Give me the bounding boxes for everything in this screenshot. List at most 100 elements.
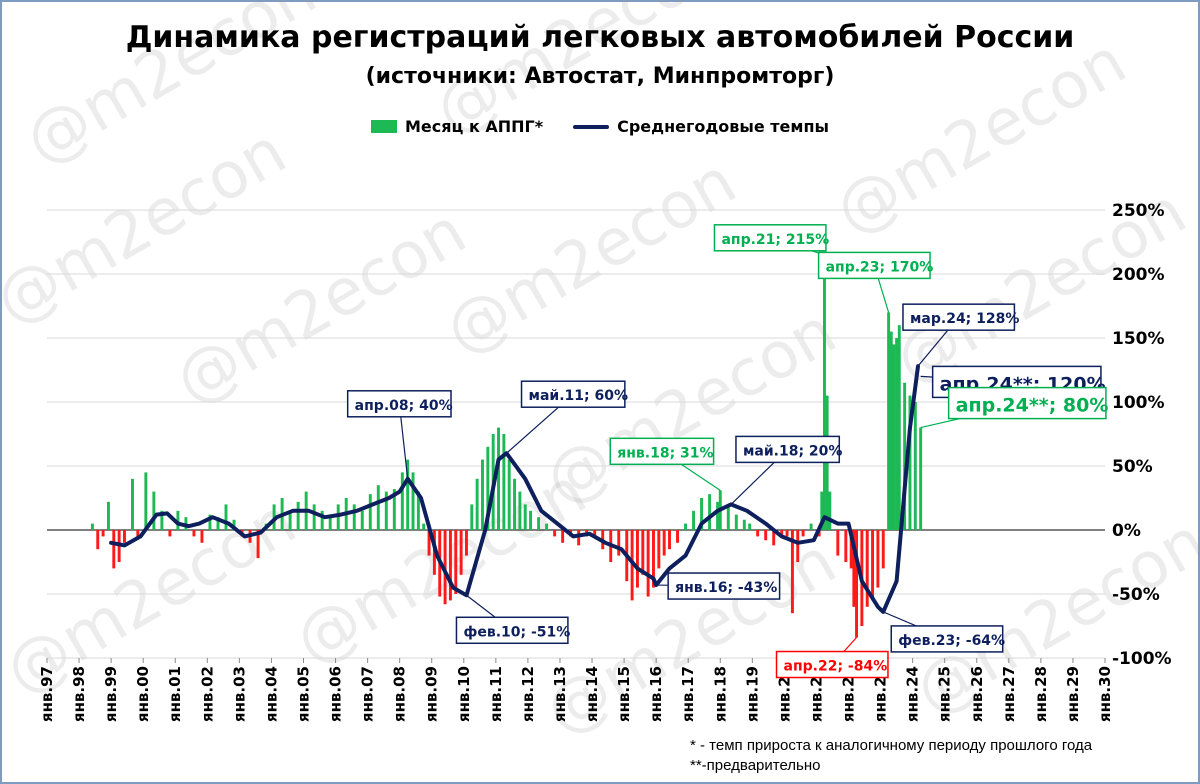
bar [168,530,172,537]
bar [908,395,912,530]
bar [844,530,848,562]
bar [192,530,196,537]
x-tick-label: янв.12 [519,666,537,722]
bar [518,491,522,530]
bar [507,459,511,530]
bar [828,491,832,530]
bar [112,530,116,569]
bar [481,459,484,530]
x-tick-label: янв.98 [70,666,88,722]
annotation-box [775,650,889,679]
legend-item-line: Среднегодовые темпы [573,117,829,136]
bar [523,504,527,530]
annotation-label: май.18; 20% [743,443,842,459]
x-tick-label: янв.21 [807,666,825,722]
bar [785,530,789,537]
bar [176,510,180,530]
bar [296,501,300,530]
bar [427,530,431,556]
bar [376,485,380,530]
x-tick-label: янв.15 [615,666,633,722]
annotation-label: апр.24**; 80% [956,395,1109,417]
bar [652,530,655,588]
bar [684,523,688,530]
bar [384,491,388,530]
bar [101,530,105,537]
x-tick-label: янв.26 [968,666,986,722]
x-tick-label: янв.00 [134,666,152,722]
bar [668,530,671,550]
bar [545,523,549,530]
bar [889,331,893,530]
x-tick-label: янв.22 [840,666,858,722]
annotation-box [902,303,1016,331]
bar [700,498,704,530]
bar [502,434,506,530]
legend-swatch-line [573,124,610,129]
x-tick-label: янв.28 [1032,666,1050,722]
annotation-box [520,380,626,408]
x-tick-label: янв.97 [38,666,56,722]
bar [561,530,565,543]
bar [881,530,885,569]
bar [855,530,858,638]
bar [200,530,204,543]
bar [796,530,800,562]
bar [865,530,869,607]
legend-item-bars: Месяц к АППГ* [370,117,544,136]
bar [809,523,813,530]
bar [123,530,126,543]
annotation-box [609,437,715,466]
annotation-label: мар.24; 128% [910,311,1019,327]
bar [224,504,228,530]
bar [790,530,794,614]
x-tick-label: янв.24 [904,666,922,722]
annotation-label: апр.23; 170% [826,259,934,275]
annotation-box [817,251,931,280]
bar [662,530,666,556]
annotation-box [455,616,569,645]
annotation-label: май.11; 60% [529,388,628,404]
bar [475,478,479,530]
x-tick-label: янв.30 [1096,666,1114,722]
bar [617,530,621,556]
y-tick-label: 100% [1112,393,1165,413]
bar [871,530,875,601]
bar [312,504,316,530]
bar [152,491,156,530]
bar [96,530,100,550]
bar [406,459,410,530]
x-tick-label: янв.10 [455,666,473,722]
bar [676,530,679,543]
bar [657,530,661,569]
legend-label-bars: Месяц к АППГ* [404,117,544,136]
bar [646,530,650,597]
x-tick-label: янв.04 [262,666,280,722]
bar [328,517,332,530]
bar [764,530,768,541]
bar [422,523,426,530]
y-tick-label: 150% [1112,329,1165,349]
bar [895,338,899,530]
annotation-label: янв.16; -43% [675,580,777,596]
bar [897,325,901,530]
annotation-label: янв.18; 31% [617,445,713,461]
annotation-label: апр.08; 40% [355,398,453,414]
bar [892,344,896,530]
y-tick-label: 0% [1112,521,1141,541]
bar [823,254,826,531]
annotation-box [735,435,841,464]
bar [734,514,738,530]
x-tick-label: янв.05 [294,666,312,722]
x-tick-label: янв.16 [647,666,665,722]
bar [208,514,212,530]
bar [336,504,340,530]
chart-subtitle: (источники: Автостат, Минпромторг) [365,64,835,89]
footnotes: * - темп прироста к аналогичному периоду… [690,736,1092,776]
bar [635,530,639,588]
annotation-label: фев.10; -51% [463,624,570,640]
x-tick-label: янв.03 [230,666,248,722]
bar [160,510,164,530]
bar [90,523,94,530]
